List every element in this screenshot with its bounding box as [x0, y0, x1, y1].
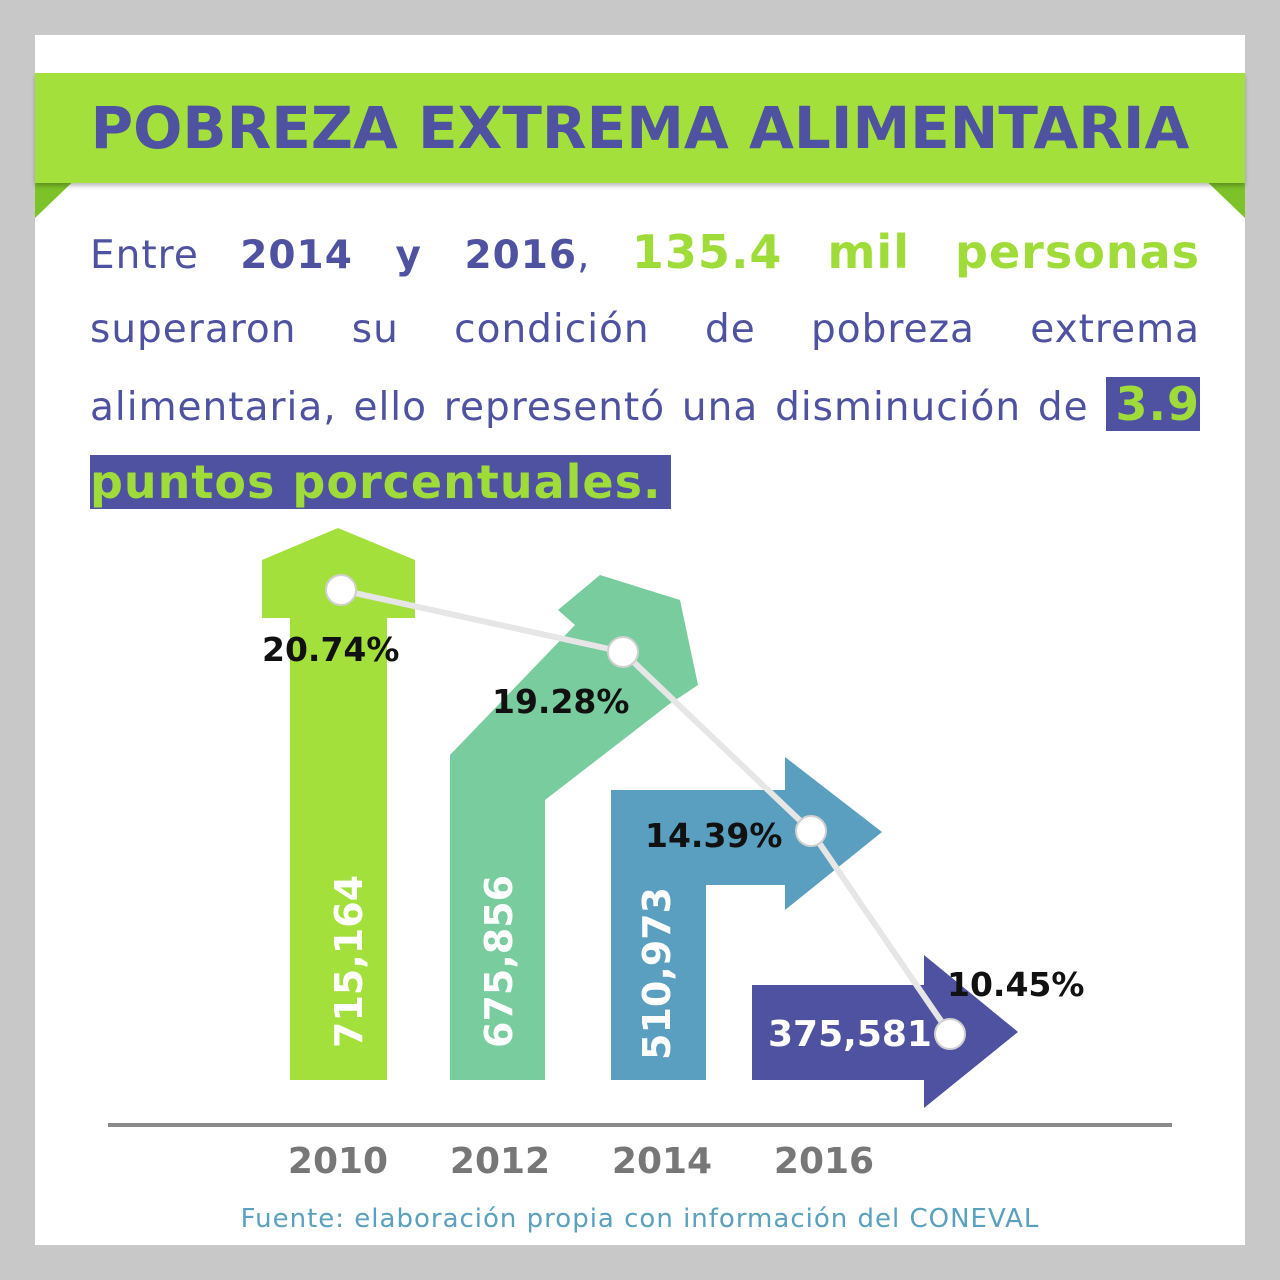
percent-label-2010: 20.74%: [262, 630, 399, 669]
arrow-2016: [752, 955, 1018, 1108]
arrow-2012: [450, 575, 698, 1080]
year-label-2014: 2014: [612, 1141, 712, 1182]
trend-point-2016: [934, 1018, 966, 1050]
lead-text-3: superaron su condición de pobreza extrem…: [90, 307, 1200, 430]
bar-label-2016: 375,581: [768, 1014, 932, 1055]
percent-label-2016: 10.45%: [947, 965, 1084, 1004]
percent-label-2012: 19.28%: [492, 682, 629, 721]
year-label-2012: 2012: [450, 1141, 550, 1182]
lead-text-2: ,: [577, 233, 632, 278]
lead-text-1: Entre: [90, 233, 241, 278]
source-note: Fuente: elaboración propia con informaci…: [240, 1204, 1040, 1234]
percent-trend-line: [338, 587, 953, 1037]
bar-label-2010: 715,164: [327, 875, 371, 1048]
lead-paragraph: Entre 2014 y 2016, 135.4 mil personas su…: [90, 215, 1200, 523]
year-label-2010: 2010: [288, 1141, 388, 1182]
lead-highlight-people: 135.4 mil personas: [631, 225, 1200, 279]
page-title: POBREZA EXTREMA ALIMENTARIA: [90, 94, 1190, 162]
year-label-2016: 2016: [774, 1141, 874, 1182]
percent-label-2014: 14.39%: [645, 816, 782, 855]
bar-label-2012: 675,856: [477, 875, 521, 1048]
bar-label-2014: 510,973: [635, 887, 679, 1060]
trend-point-2012: [607, 636, 639, 668]
arrow-2010: [262, 528, 415, 1080]
trend-point-2014: [795, 815, 827, 847]
trend-point-2010: [325, 574, 357, 606]
lead-year-range: 2014 y 2016: [240, 233, 578, 278]
title-banner: POBREZA EXTREMA ALIMENTARIA: [35, 73, 1245, 183]
